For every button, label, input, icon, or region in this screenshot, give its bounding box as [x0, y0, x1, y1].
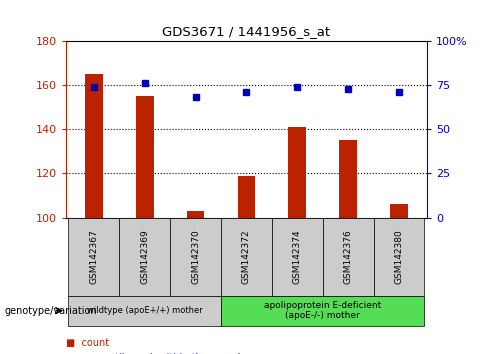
Text: wildtype (apoE+/+) mother: wildtype (apoE+/+) mother: [87, 306, 203, 315]
Bar: [390, 205, 408, 218]
Bar: [85, 74, 103, 218]
Text: GSM142374: GSM142374: [293, 229, 302, 284]
Text: apolipoprotein E-deficient
(apoE-/-) mother: apolipoprotein E-deficient (apoE-/-) mot…: [264, 301, 381, 320]
Text: GSM142370: GSM142370: [191, 229, 200, 284]
Bar: [339, 140, 357, 218]
Text: GSM142367: GSM142367: [89, 229, 99, 284]
Bar: [136, 96, 154, 218]
Text: genotype/variation: genotype/variation: [5, 306, 98, 316]
Text: ■  percentile rank within the sample: ■ percentile rank within the sample: [66, 353, 246, 354]
Bar: [288, 127, 306, 218]
Text: ■  count: ■ count: [66, 338, 109, 348]
Bar: [238, 176, 255, 218]
Text: GSM142380: GSM142380: [394, 229, 404, 284]
Bar: [187, 211, 204, 218]
Text: GSM142369: GSM142369: [140, 229, 149, 284]
Title: GDS3671 / 1441956_s_at: GDS3671 / 1441956_s_at: [163, 25, 330, 38]
Text: GSM142372: GSM142372: [242, 229, 251, 284]
Text: GSM142376: GSM142376: [344, 229, 353, 284]
